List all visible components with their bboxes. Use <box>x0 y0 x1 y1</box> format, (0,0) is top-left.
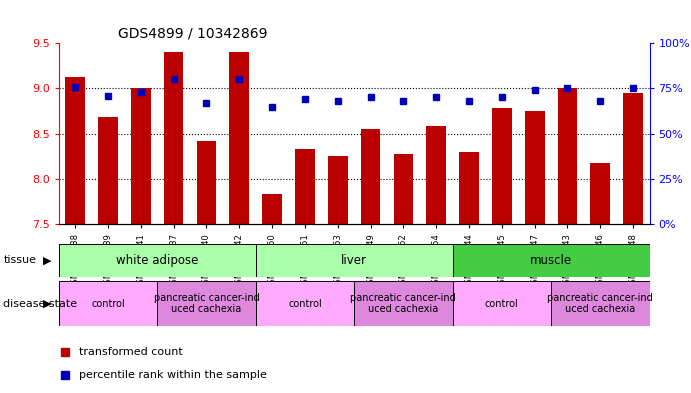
Bar <box>492 108 511 224</box>
Text: percentile rank within the sample: percentile rank within the sample <box>79 370 267 380</box>
Bar <box>524 111 545 224</box>
Bar <box>59 244 256 277</box>
Bar <box>196 141 216 224</box>
Bar <box>164 52 183 224</box>
Text: GDS4899 / 10342869: GDS4899 / 10342869 <box>117 27 267 40</box>
Text: pancreatic cancer-ind
uced cachexia: pancreatic cancer-ind uced cachexia <box>547 293 653 314</box>
Text: white adipose: white adipose <box>116 254 198 267</box>
Bar <box>262 194 282 224</box>
Bar <box>157 281 256 326</box>
Bar <box>98 118 117 224</box>
Bar <box>229 52 249 224</box>
Bar <box>65 77 85 224</box>
Bar <box>393 154 413 224</box>
Bar <box>354 281 453 326</box>
Text: tissue: tissue <box>3 255 37 265</box>
Bar <box>295 149 314 224</box>
Bar <box>551 281 650 326</box>
Text: ▶: ▶ <box>43 299 51 309</box>
Bar <box>361 129 380 224</box>
Bar <box>59 281 158 326</box>
Bar <box>453 281 551 326</box>
Text: disease state: disease state <box>3 299 77 309</box>
Text: control: control <box>288 299 322 309</box>
Bar <box>623 93 643 224</box>
Bar <box>453 244 650 277</box>
Text: pancreatic cancer-ind
uced cachexia: pancreatic cancer-ind uced cachexia <box>153 293 259 314</box>
Bar <box>590 163 610 224</box>
Bar <box>459 152 479 224</box>
Text: pancreatic cancer-ind
uced cachexia: pancreatic cancer-ind uced cachexia <box>350 293 456 314</box>
Text: muscle: muscle <box>530 254 572 267</box>
Bar <box>558 88 577 224</box>
Bar <box>426 127 446 224</box>
Bar <box>256 244 453 277</box>
Text: liver: liver <box>341 254 367 267</box>
Text: ▶: ▶ <box>43 255 51 265</box>
Bar <box>328 156 348 224</box>
Bar <box>256 281 354 326</box>
Text: transformed count: transformed count <box>79 347 183 357</box>
Text: control: control <box>91 299 125 309</box>
Text: control: control <box>485 299 519 309</box>
Bar <box>131 88 151 224</box>
